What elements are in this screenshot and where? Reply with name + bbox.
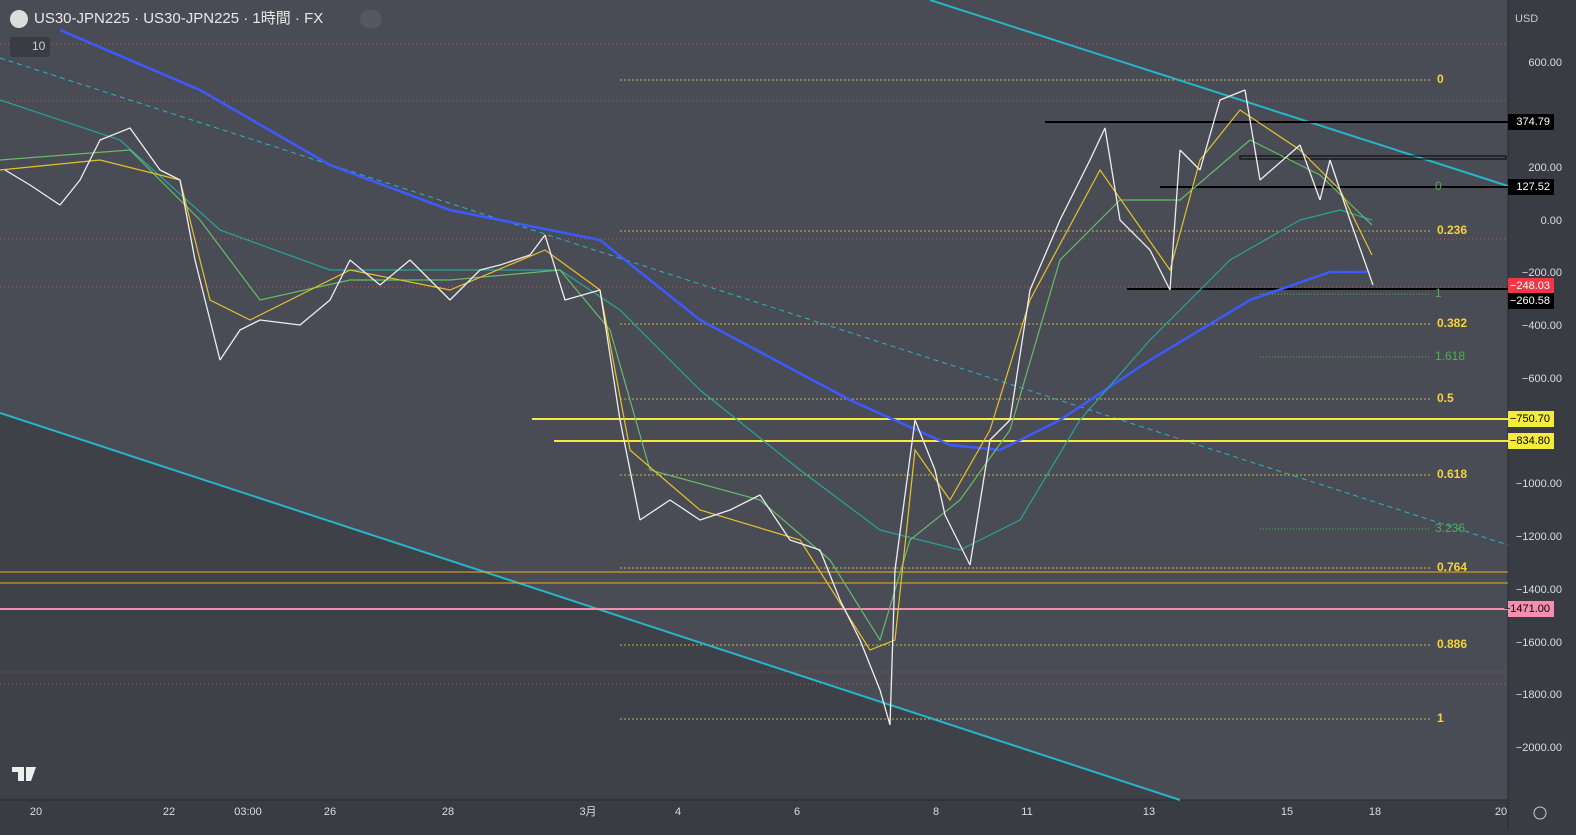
hide-button[interactable] — [360, 10, 382, 28]
price-label: −400.00 — [1522, 320, 1562, 332]
logo — [12, 767, 36, 781]
price-label: −600.00 — [1522, 373, 1562, 385]
settings-button[interactable] — [1533, 806, 1547, 820]
price-tag — [1508, 293, 1554, 309]
time-label: 26 — [324, 806, 336, 818]
price-label: −1800.00 — [1516, 689, 1562, 701]
trend-channel — [0, 412, 1181, 801]
price-tag — [1508, 411, 1554, 427]
fib-label: 1 — [1437, 711, 1444, 725]
price-label: −200.00 — [1522, 267, 1562, 279]
price-tag-label: −260.58 — [1510, 295, 1550, 307]
time-label: 15 — [1281, 806, 1293, 818]
price-label: 600.00 — [1528, 57, 1562, 69]
price-label: −1600.00 — [1516, 637, 1562, 649]
price-tag-label: −248.03 — [1510, 280, 1550, 292]
price-tag — [1508, 114, 1554, 130]
fib-label: 0.382 — [1437, 316, 1467, 330]
interval-value: 10 — [32, 39, 46, 53]
currency-label: USD — [1515, 13, 1538, 25]
price-label: 200.00 — [1528, 162, 1562, 174]
fib-label: 0.764 — [1437, 560, 1467, 574]
time-label: 28 — [442, 806, 454, 818]
time-label: 20 — [30, 806, 42, 818]
time-label: 22 — [163, 806, 175, 818]
price-tag-label: −750.70 — [1510, 413, 1550, 425]
price-tag-label: −834.80 — [1510, 435, 1550, 447]
time-label: 03:00 — [234, 806, 262, 818]
time-label: 6 — [794, 806, 800, 818]
trend-dashed — [0, 57, 1509, 546]
header: US30-JPN225 · US30-JPN225 · 1時間 · FX 10 — [10, 10, 382, 57]
fib-label: 0.236 — [1437, 223, 1467, 237]
time-label: 13 — [1143, 806, 1155, 818]
red-levels — [0, 43, 1508, 685]
price-tag-label: −1471.00 — [1504, 603, 1550, 615]
level-line — [1239, 155, 1507, 160]
moving-average — [0, 139, 1373, 642]
time-label: 4 — [675, 806, 681, 818]
trend-channel — [929, 0, 1509, 187]
fib-ext-label: 3.236 — [1435, 521, 1465, 535]
moving-average — [59, 28, 1370, 452]
price-label: −1000.00 — [1516, 478, 1562, 490]
time-label: 20 — [1495, 806, 1507, 818]
fib-label: 0.886 — [1437, 637, 1467, 651]
symbol-icon — [10, 10, 28, 28]
price-tag-label: 127.52 — [1516, 181, 1550, 193]
fib-ext-label: 1 — [1435, 286, 1442, 300]
price-path — [4, 89, 1374, 726]
price-tag — [1508, 179, 1554, 195]
fib-ext-label: 0 — [1435, 179, 1442, 193]
moving-average — [0, 99, 1373, 551]
fib-label: 0 — [1437, 72, 1444, 86]
price-tag — [1508, 601, 1554, 617]
price-tag — [1508, 433, 1554, 449]
fib-label: 0.618 — [1437, 467, 1467, 481]
price-label: −1200.00 — [1516, 531, 1562, 543]
price-label: −1400.00 — [1516, 584, 1562, 596]
time-label: 3月 — [579, 806, 596, 818]
interval-badge[interactable] — [10, 37, 50, 57]
price-tag-label: 374.79 — [1516, 116, 1550, 128]
time-label: 8 — [933, 806, 939, 818]
fib-ext-label: 1.618 — [1435, 349, 1465, 363]
time-label: 11 — [1021, 806, 1032, 818]
time-axis-pane — [0, 800, 1508, 830]
symbol-title: US30-JPN225 · US30-JPN225 · 1時間 · FX — [34, 10, 323, 27]
time-label: 18 — [1369, 806, 1381, 818]
moving-average — [0, 109, 1373, 651]
price-label: 0.00 — [1541, 215, 1562, 227]
price-label: −2000.00 — [1516, 742, 1562, 754]
fib-label: 0.5 — [1437, 391, 1454, 405]
price-tag — [1508, 278, 1554, 294]
